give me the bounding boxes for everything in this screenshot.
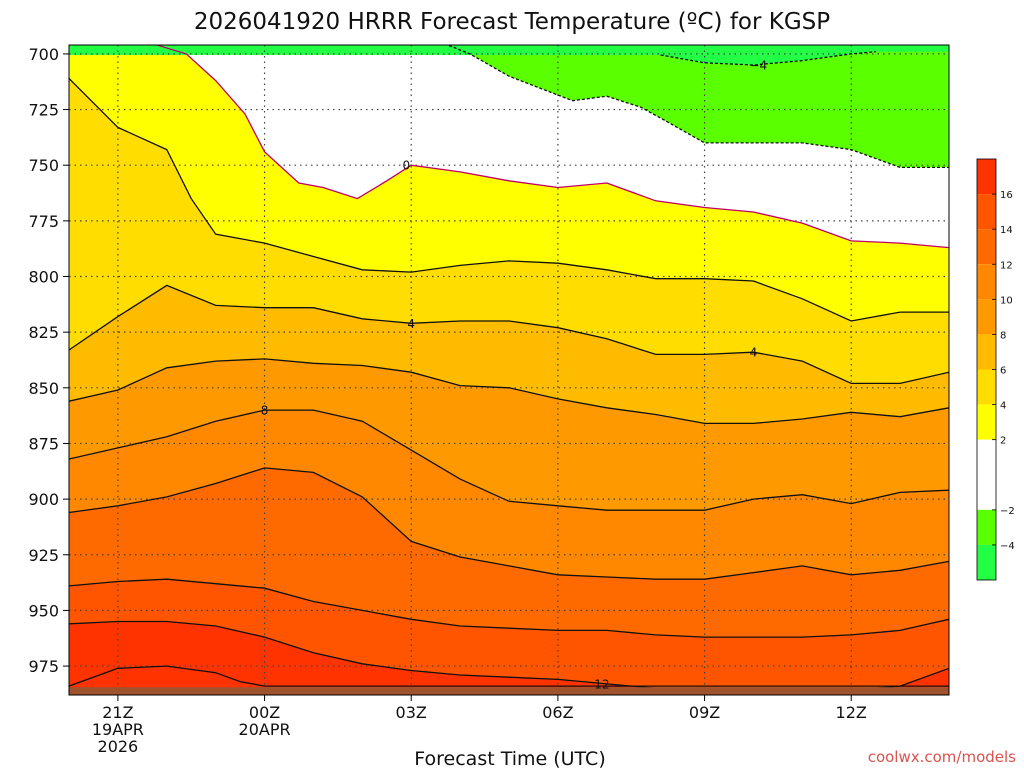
contour-line-6	[69, 358, 949, 425]
colorbar-swatch	[977, 404, 996, 440]
y-tick-label: 925	[28, 546, 59, 565]
colorbar-swatch	[977, 229, 996, 265]
grid-lines	[69, 45, 949, 695]
x-tick-label: 2026	[98, 737, 139, 756]
contour-labels: −4 0 4 4 8 12	[261, 59, 767, 692]
colorbar-tick-label: 8	[1000, 330, 1006, 341]
colorbar-swatch	[977, 369, 996, 405]
colorbar-swatch	[977, 334, 996, 370]
chart-title: 2026041920 HRRR Forecast Temperature (ºC…	[194, 9, 830, 35]
y-axis-ticks: 700 725 750 775 800 825 850 875 900 925 950 975	[28, 45, 69, 676]
colorbar-swatch	[977, 509, 996, 545]
credit-text: coolwx.com/models	[868, 748, 1016, 766]
contour-line--2	[446, 45, 949, 169]
colorbar-tick-label: 14	[1000, 225, 1013, 236]
y-tick-label: 750	[28, 156, 59, 175]
colorbar-swatch	[977, 194, 996, 230]
colorbar-tick-label: 16	[1000, 190, 1013, 201]
x-tick-label: 20APR	[239, 720, 291, 739]
y-tick-label: 900	[28, 490, 59, 509]
colorbar-swatch	[977, 159, 996, 195]
x-tick-label: 21Z	[102, 703, 133, 722]
colorbar-tick-label: 12	[1000, 260, 1013, 271]
ground-strip	[69, 687, 949, 695]
contour-label: −4	[749, 59, 767, 73]
x-tick-label: 19APR	[92, 720, 144, 739]
y-tick-label: 875	[28, 434, 59, 453]
colorbar-tick-label: −4	[1000, 541, 1015, 552]
colorbar-swatch	[977, 299, 996, 335]
x-tick-label: 00Z	[249, 703, 280, 722]
contour-label: 4	[407, 317, 415, 331]
contour-label: 4	[750, 346, 758, 360]
x-axis-label: Forecast Time (UTC)	[414, 748, 605, 768]
fill-band-above--4	[69, 45, 949, 65]
colorbar-swatch	[977, 264, 996, 300]
fill-band-above--2	[447, 45, 949, 168]
x-tick-label: 09Z	[689, 703, 720, 722]
contour-line-8	[69, 409, 949, 511]
y-tick-label: 825	[28, 323, 59, 342]
contour-label: 12	[594, 677, 609, 691]
colorbar-swatch	[977, 439, 996, 510]
colorbar-tick-label: 10	[1000, 295, 1013, 306]
plot-frame	[68, 44, 950, 696]
contour-line-16	[69, 665, 949, 687]
colorbar-tick-label: −2	[1000, 506, 1015, 517]
ground-layer	[69, 687, 949, 695]
contour-label: 8	[261, 404, 269, 418]
x-tick-label: 06Z	[542, 703, 573, 722]
temperature-fill-bands	[69, 45, 949, 695]
contour-label: 0	[403, 159, 411, 173]
y-tick-label: 775	[28, 212, 59, 231]
y-tick-label: 700	[28, 45, 59, 64]
y-tick-label: 800	[28, 268, 59, 287]
contour-line--4	[660, 51, 876, 66]
contour-line-4	[69, 284, 949, 385]
y-tick-label: 725	[28, 101, 59, 120]
y-tick-label: 975	[28, 657, 59, 676]
colorbar-swatch	[977, 544, 996, 580]
x-tick-label: 03Z	[396, 703, 427, 722]
colorbar-tick-label: 4	[1000, 401, 1006, 412]
colorbar-tick-label: 6	[1000, 366, 1006, 377]
contour-line-0	[154, 45, 949, 249]
contour-line-10	[69, 467, 949, 580]
contour-lines	[69, 45, 949, 692]
colorbar-tick-label: 2	[1000, 436, 1006, 447]
contour-line-12	[69, 578, 949, 638]
colorbar: 16 14 12 10 8 6 4 2 −2 −4	[976, 158, 1015, 581]
y-tick-label: 850	[28, 379, 59, 398]
contour-line-2	[69, 77, 949, 322]
y-tick-label: 950	[28, 601, 59, 620]
x-tick-label: 12Z	[836, 703, 867, 722]
plot-area	[69, 45, 949, 695]
